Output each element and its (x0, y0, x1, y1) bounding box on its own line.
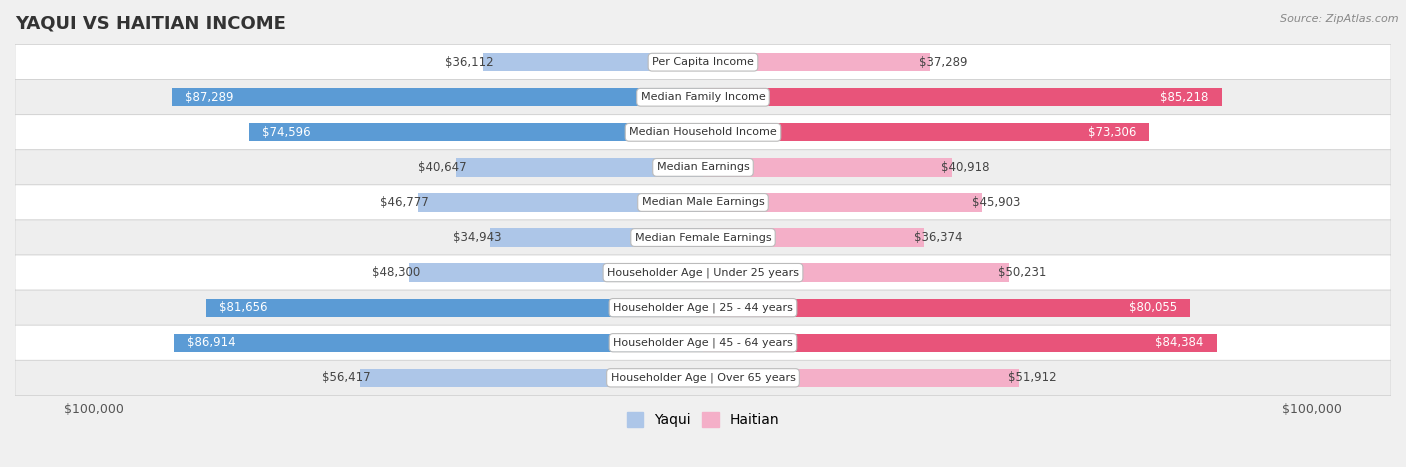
Bar (703, 53, 929, 71)
Bar (703, 88, 1222, 106)
FancyBboxPatch shape (15, 325, 1391, 361)
Text: Median Household Income: Median Household Income (628, 127, 778, 137)
Text: Median Male Earnings: Median Male Earnings (641, 198, 765, 207)
Text: $45,903: $45,903 (972, 196, 1019, 209)
Text: Householder Age | Over 65 years: Householder Age | Over 65 years (610, 373, 796, 383)
Bar (703, 263, 1010, 282)
Text: $56,417: $56,417 (322, 371, 370, 384)
Bar (703, 369, 1019, 387)
Text: Source: ZipAtlas.com: Source: ZipAtlas.com (1281, 14, 1399, 24)
Bar (174, 333, 703, 352)
Bar (484, 53, 703, 71)
Text: Median Family Income: Median Family Income (641, 92, 765, 102)
FancyBboxPatch shape (15, 185, 1391, 220)
Bar (703, 123, 1149, 142)
Bar (360, 369, 703, 387)
Text: $84,384: $84,384 (1154, 336, 1204, 349)
Text: $50,231: $50,231 (998, 266, 1046, 279)
Bar (703, 228, 925, 247)
Text: $36,374: $36,374 (914, 231, 962, 244)
Text: $74,596: $74,596 (262, 126, 311, 139)
FancyBboxPatch shape (15, 220, 1391, 255)
Text: $34,943: $34,943 (453, 231, 501, 244)
Bar (409, 263, 703, 282)
FancyBboxPatch shape (15, 360, 1391, 396)
Bar (205, 298, 703, 317)
Text: Median Earnings: Median Earnings (657, 163, 749, 172)
Bar (703, 193, 983, 212)
Text: $48,300: $48,300 (371, 266, 420, 279)
Text: $37,289: $37,289 (920, 56, 967, 69)
Legend: Yaqui, Haitian: Yaqui, Haitian (621, 407, 785, 433)
FancyBboxPatch shape (15, 115, 1391, 150)
Bar (418, 193, 703, 212)
Text: $40,918: $40,918 (941, 161, 990, 174)
Text: Householder Age | 25 - 44 years: Householder Age | 25 - 44 years (613, 303, 793, 313)
Bar (703, 333, 1216, 352)
Text: YAQUI VS HAITIAN INCOME: YAQUI VS HAITIAN INCOME (15, 15, 285, 33)
FancyBboxPatch shape (15, 255, 1391, 290)
Text: $46,777: $46,777 (381, 196, 429, 209)
Text: $85,218: $85,218 (1160, 91, 1208, 104)
Bar (703, 298, 1191, 317)
Bar (491, 228, 703, 247)
Text: $36,112: $36,112 (446, 56, 494, 69)
Text: Householder Age | Under 25 years: Householder Age | Under 25 years (607, 268, 799, 278)
Text: $87,289: $87,289 (186, 91, 233, 104)
FancyBboxPatch shape (15, 290, 1391, 325)
Text: Median Female Earnings: Median Female Earnings (634, 233, 772, 242)
Text: $86,914: $86,914 (187, 336, 236, 349)
FancyBboxPatch shape (15, 44, 1391, 80)
Text: $73,306: $73,306 (1088, 126, 1136, 139)
Text: $80,055: $80,055 (1129, 301, 1177, 314)
Text: Householder Age | 45 - 64 years: Householder Age | 45 - 64 years (613, 338, 793, 348)
Bar (456, 158, 703, 177)
FancyBboxPatch shape (15, 80, 1391, 115)
FancyBboxPatch shape (15, 150, 1391, 185)
Text: Per Capita Income: Per Capita Income (652, 57, 754, 67)
Text: $81,656: $81,656 (219, 301, 267, 314)
Bar (172, 88, 703, 106)
Text: $40,647: $40,647 (418, 161, 467, 174)
Bar (703, 158, 952, 177)
Text: $51,912: $51,912 (1008, 371, 1057, 384)
Bar (249, 123, 703, 142)
